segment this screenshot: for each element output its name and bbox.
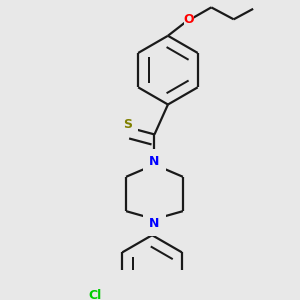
Text: S: S: [123, 118, 132, 131]
Text: O: O: [184, 13, 194, 26]
Text: N: N: [149, 155, 160, 168]
Text: N: N: [149, 217, 160, 230]
Text: Cl: Cl: [89, 289, 102, 300]
